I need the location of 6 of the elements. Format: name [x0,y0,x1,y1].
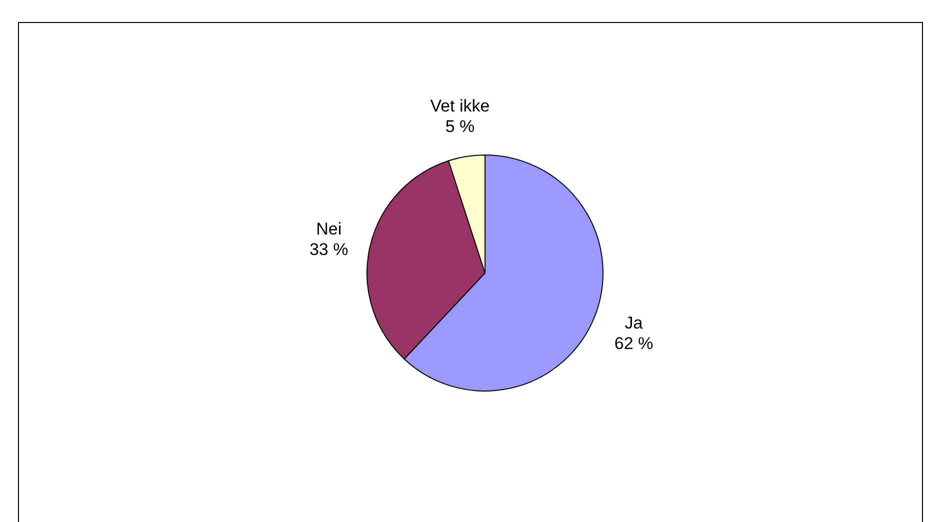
data-label: 33 % [309,240,348,260]
slice-label: Nei [316,220,342,239]
slice-label: Ja [624,314,644,332]
data-label: 62 % [614,334,654,353]
data-label: 5 % [445,116,475,136]
slice-label: Vet ikke [430,96,490,116]
